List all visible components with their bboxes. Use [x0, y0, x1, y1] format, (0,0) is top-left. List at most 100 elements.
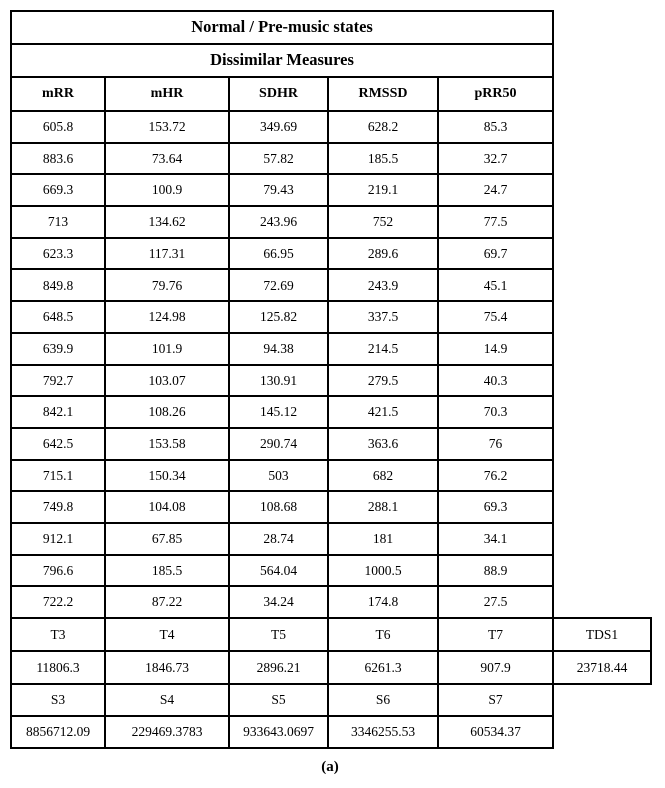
data-cell: 72.69	[228, 268, 329, 303]
data-row: 849.8 79.76 72.69 243.9 45.1	[10, 268, 651, 303]
data-cell: 214.5	[327, 331, 439, 366]
data-cell: 174.8	[327, 585, 439, 619]
data-cell: 100.9	[104, 173, 230, 208]
data-cell: 279.5	[327, 363, 439, 398]
title-row: Normal / Pre-music states	[9, 10, 651, 45]
spacer-cell	[553, 684, 651, 716]
data-cell: 40.3	[436, 363, 555, 398]
measures-table: Normal / Pre-music states Dissimilar Mea…	[9, 10, 653, 749]
data-cell: 73.64	[104, 141, 230, 176]
data-cell: 363.6	[327, 426, 439, 461]
spacer-cell	[553, 111, 651, 143]
data-cell: 101.9	[104, 331, 230, 366]
data-cell: 349.69	[228, 110, 329, 144]
data-cell: 24.7	[436, 173, 555, 208]
data-cell: 77.5	[436, 205, 555, 239]
s-label-cell: S6	[327, 683, 439, 717]
s-value-cell: 3346255.53	[327, 715, 439, 749]
data-cell: 103.07	[104, 363, 230, 398]
data-cell: 45.1	[436, 268, 555, 303]
table-title: Normal / Pre-music states	[9, 10, 555, 45]
data-row: 605.8 153.72 349.69 628.2 85.3	[10, 110, 651, 144]
data-cell: 69.7	[436, 236, 555, 271]
spacer-cell	[553, 206, 651, 238]
data-cell: 605.8	[10, 110, 106, 144]
data-cell: 69.3	[436, 490, 555, 524]
data-row: 669.3 100.9 79.43 219.1 24.7	[10, 173, 651, 208]
data-cell: 153.72	[104, 110, 230, 144]
data-row: 749.8 104.08 108.68 288.1 69.3	[10, 490, 651, 524]
column-header-cell: RMSSD	[327, 76, 439, 112]
t-label-row: T3 T4 T5 T6 T7 TDS1	[10, 617, 653, 652]
data-cell: 108.26	[104, 395, 230, 429]
spacer-cell	[553, 396, 651, 428]
spacer-cell	[553, 428, 651, 460]
data-cell: 14.9	[436, 331, 555, 366]
t-label-cell: T6	[327, 617, 439, 652]
data-cell: 639.9	[10, 331, 106, 366]
data-cell: 185.5	[104, 553, 230, 588]
data-cell: 104.08	[104, 490, 230, 524]
spacer-cell	[553, 44, 651, 77]
data-row: 883.6 73.64 57.82 185.5 32.7	[10, 141, 651, 176]
data-row: 642.5 153.58 290.74 363.6 76	[10, 426, 651, 461]
spacer-cell	[553, 523, 651, 555]
data-cell: 117.31	[104, 236, 230, 271]
data-cell: 503	[228, 458, 329, 493]
data-cell: 628.2	[327, 110, 439, 144]
data-cell: 648.5	[10, 300, 106, 334]
t-value-cell: 2896.21	[228, 650, 329, 685]
data-cell: 792.7	[10, 363, 106, 398]
column-header-cell: mRR	[10, 76, 106, 112]
data-cell: 849.8	[10, 268, 106, 303]
data-cell: 88.9	[436, 553, 555, 588]
subfigure-caption: (a)	[321, 759, 339, 775]
s-label-cell: S4	[104, 683, 230, 717]
data-cell: 145.12	[228, 395, 329, 429]
data-cell: 75.4	[436, 300, 555, 334]
spacer-cell	[553, 143, 651, 175]
t-label-cell: T5	[228, 617, 329, 652]
t-value-cell: 6261.3	[327, 650, 439, 685]
data-cell: 134.62	[104, 205, 230, 239]
data-cell: 623.3	[10, 236, 106, 271]
data-row: 648.5 124.98 125.82 337.5 75.4	[10, 300, 651, 334]
s-value-cell: 933643.0697	[228, 715, 329, 749]
column-header-cell: mHR	[104, 76, 230, 112]
data-cell: 682	[327, 458, 439, 493]
data-cell: 912.1	[10, 521, 106, 556]
data-cell: 219.1	[327, 173, 439, 208]
s-value-cell: 229469.3783	[104, 715, 230, 749]
spacer-cell	[553, 301, 651, 333]
t-label-cell: T4	[104, 617, 230, 652]
data-row: 639.9 101.9 94.38 214.5 14.9	[10, 331, 651, 366]
data-cell: 57.82	[228, 141, 329, 176]
s-label-cell: S7	[436, 683, 555, 717]
data-row: 715.1 150.34 503 682 76.2	[10, 458, 651, 493]
data-cell: 669.3	[10, 173, 106, 208]
t-value-row: 11806.3 1846.73 2896.21 6261.3 907.9 23718.44	[10, 650, 653, 685]
s-label-cell: S5	[228, 683, 329, 717]
data-cell: 796.6	[10, 553, 106, 588]
data-cell: 289.6	[327, 236, 439, 271]
data-cell: 125.82	[228, 300, 329, 334]
data-row: 623.3 117.31 66.95 289.6 69.7	[10, 236, 651, 271]
data-cell: 1000.5	[327, 553, 439, 588]
data-cell: 79.76	[104, 268, 230, 303]
spacer-cell	[553, 333, 651, 365]
t-label-cell: T7	[436, 617, 555, 652]
data-cell: 28.74	[228, 521, 329, 556]
data-cell: 85.3	[436, 110, 555, 144]
data-cell: 243.96	[228, 205, 329, 239]
data-cell: 715.1	[10, 458, 106, 493]
data-cell: 150.34	[104, 458, 230, 493]
data-cell: 722.2	[10, 585, 106, 619]
data-cell: 79.43	[228, 173, 329, 208]
spacer-cell	[553, 460, 651, 492]
data-cell: 243.9	[327, 268, 439, 303]
data-cell: 288.1	[327, 490, 439, 524]
t-value-cell: 1846.73	[104, 650, 230, 685]
column-header-cell: SDHR	[228, 76, 329, 112]
spacer-cell	[553, 269, 651, 301]
t-value-cell: 11806.3	[10, 650, 106, 685]
